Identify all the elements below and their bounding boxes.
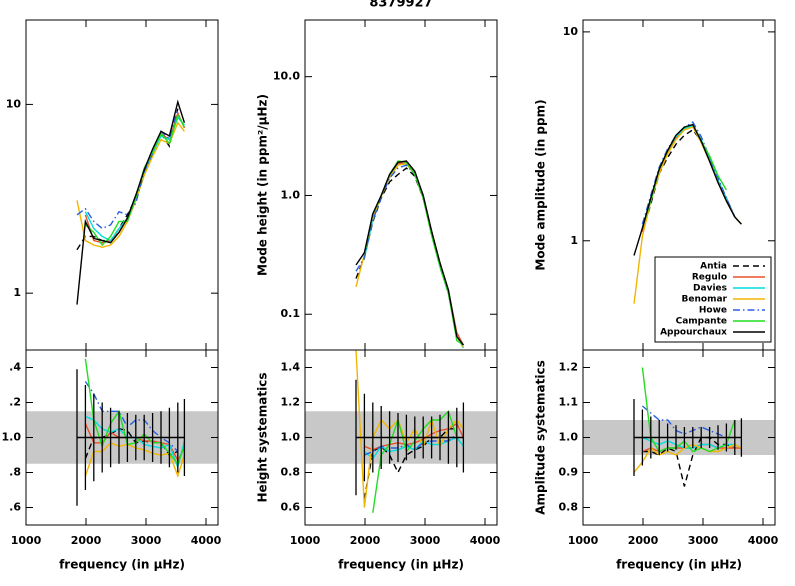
x-tick-label: 3000 [131,534,162,547]
y-tick-label: 1.4 [281,361,301,374]
series-group [633,121,742,304]
x-tick-label: 4000 [191,534,222,547]
axes-frame [25,19,219,351]
y-tick-label: 0.8 [559,501,579,514]
y-tick-label: 0.1 [281,307,301,320]
x-tick-label: 2000 [350,534,381,547]
series-line [641,367,736,453]
legend-label: Appourchaux [660,328,727,338]
series-group [633,367,743,487]
series-line [355,160,464,346]
series-line [363,428,457,499]
series-group [76,358,186,506]
series-line [76,108,179,230]
y-tick-label: 1 [13,286,21,299]
legend-label: Benomar [682,295,728,305]
series-group [355,160,465,349]
y-tick-label: 1.2 [559,361,579,374]
series-line [641,405,727,439]
y-tick-label: .4 [9,361,21,374]
x-tick-label: 1000 [568,534,599,547]
y-tick-label: 1.0 [281,188,301,201]
y-tick-label: 10 [6,97,22,110]
series-line [363,161,465,346]
series-line [355,350,464,508]
legend-label: Antia [700,262,727,272]
series-line [84,113,186,247]
x-tick-label: 3000 [688,534,719,547]
legend-label: Regulo [692,273,727,283]
y-axis-label: Amplitude systematics [534,360,548,514]
x-tick-label: 1000 [11,534,42,547]
y-tick-label: .8 [9,466,21,479]
y-tick-label: 1 [570,234,578,247]
series-line [84,111,186,244]
y-tick-label: 0.8 [281,466,301,479]
x-tick-label: 2000 [71,534,102,547]
series-line [355,162,464,348]
series-line [641,123,728,229]
chart-title: 8379927 [369,0,432,11]
x-tick-label: 4000 [748,534,779,547]
series-line [355,164,458,337]
series-line [363,160,464,346]
legend-label: Campante [676,317,727,327]
axes-frame [25,349,219,526]
y-tick-label: 1.1 [559,396,579,409]
panel: .6 .8 1.0 .2 .4 1000 2000 3000 4000 frequency (in… [2,349,222,572]
y-tick-label: .2 [9,396,21,409]
panel: 1 10 Mode amplitude (in ppm) AntiaReguloDav… [534,19,776,351]
y-axis-label: Mode amplitude (in ppm) [534,99,548,270]
axes-frame [304,349,498,526]
series-line [363,162,465,349]
y-axis-label: Height systematics [256,372,270,502]
series-line [355,167,458,337]
y-tick-label: 1.0 [2,431,22,444]
panel: 1 10 [6,19,219,351]
x-tick-label: 3000 [410,534,441,547]
series-line [641,121,736,225]
panel: 0.6 0.8 1.0 1.2 1.4 1000 2000 3000 4000 frequency… [256,349,501,572]
legend-label: Howe [699,306,727,316]
y-tick-label: 10 [563,25,579,38]
x-tick-label: 1000 [290,534,321,547]
x-axis-label: frequency (in μHz) [616,558,742,572]
panel: 0.8 0.9 1.0 1.1 1.2 1000 2000 3000 4000 frequency… [534,349,779,572]
y-tick-label: 1.0 [281,431,301,444]
axes-frame [304,19,498,351]
y-axis-label: Mode height (in ppm²/μHz) [256,94,270,276]
y-tick-label: 0.9 [559,466,579,479]
y-tick-label: 1.2 [281,396,301,409]
series-group [76,99,186,305]
legend-label: Davies [693,284,727,294]
x-tick-label: 2000 [628,534,659,547]
series-line [76,99,186,305]
series-group [355,350,465,513]
y-tick-label: 1.0 [559,431,579,444]
x-axis-label: frequency (in μHz) [338,558,464,572]
legend: AntiaReguloDaviesBenomarHoweCampanteAppo… [654,256,772,343]
x-axis-label: frequency (in μHz) [59,558,185,572]
axes-frame [582,349,776,526]
x-tick-label: 4000 [470,534,501,547]
series-line [76,108,179,251]
series-line [84,381,179,452]
y-tick-label: .6 [9,501,21,514]
y-tick-label: 0.6 [281,501,301,514]
series-line [633,123,742,256]
y-tick-label: 10.0 [273,70,300,83]
